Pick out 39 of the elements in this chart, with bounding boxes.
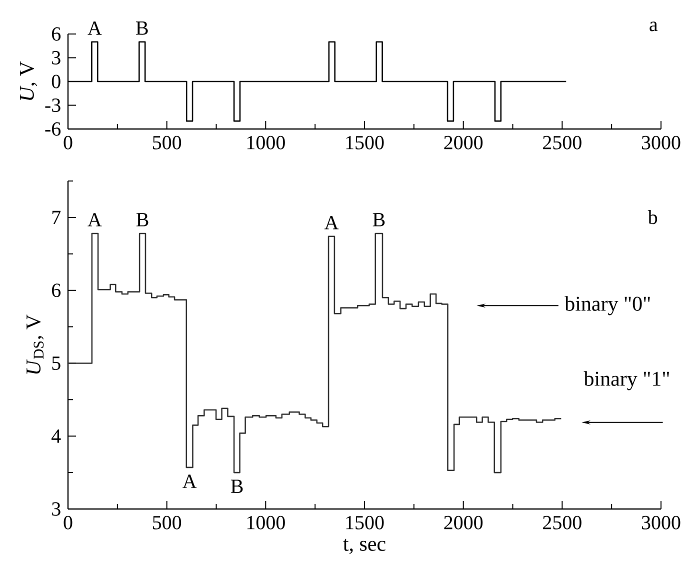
annotation: binary "1" xyxy=(584,371,669,390)
y-axis-title: U, V xyxy=(20,61,37,100)
text: a xyxy=(650,22,658,32)
x-tick-label: 0 xyxy=(64,136,72,150)
y-tick-label: -6 xyxy=(45,122,61,136)
x-tick-label: 2500 xyxy=(543,136,582,150)
y-tick-label: -3 xyxy=(45,98,60,112)
x-tick-label: 1500 xyxy=(346,136,384,150)
x-tick-label: 1500 xyxy=(346,516,384,530)
x-tick-label: 3000 xyxy=(642,136,680,150)
x-tick-label: 1000 xyxy=(247,136,285,150)
x-tick-label: 500 xyxy=(152,136,182,150)
x-tick-label: 0 xyxy=(64,516,72,530)
annotation: A xyxy=(88,22,102,35)
y-axis-title: U$_{DS}$, V xyxy=(26,314,44,374)
x-tick-label: 1000 xyxy=(247,516,285,530)
y-tick-label: 3 xyxy=(52,502,60,516)
y-tick-label: 0 xyxy=(52,74,60,88)
x-axis-title: t, sec xyxy=(343,538,386,554)
y-tick-label: 4 xyxy=(52,430,61,443)
y-tick-label: 5 xyxy=(52,356,60,370)
annotation: B xyxy=(230,480,243,493)
y-tick-label: 6 xyxy=(52,27,61,41)
x-tick-label: 2500 xyxy=(543,516,582,530)
y-tick-label: 3 xyxy=(52,51,60,64)
x-tick-label: 2000 xyxy=(444,516,483,530)
annotation: B xyxy=(136,213,148,226)
annotation: A xyxy=(88,213,102,226)
x-tick-label: 2000 xyxy=(444,136,483,150)
x-tick-label: 500 xyxy=(152,516,182,530)
annotation: B xyxy=(136,22,148,35)
annotation: A xyxy=(324,216,339,230)
annotation: b xyxy=(648,210,658,224)
x-tick-label: 3000 xyxy=(642,516,680,530)
y-tick-label: 7 xyxy=(52,210,61,224)
annotation: B xyxy=(372,213,385,226)
annotation: A xyxy=(182,474,197,488)
annotation: binary "0" xyxy=(564,296,650,316)
y-tick-label: 6 xyxy=(52,284,61,298)
